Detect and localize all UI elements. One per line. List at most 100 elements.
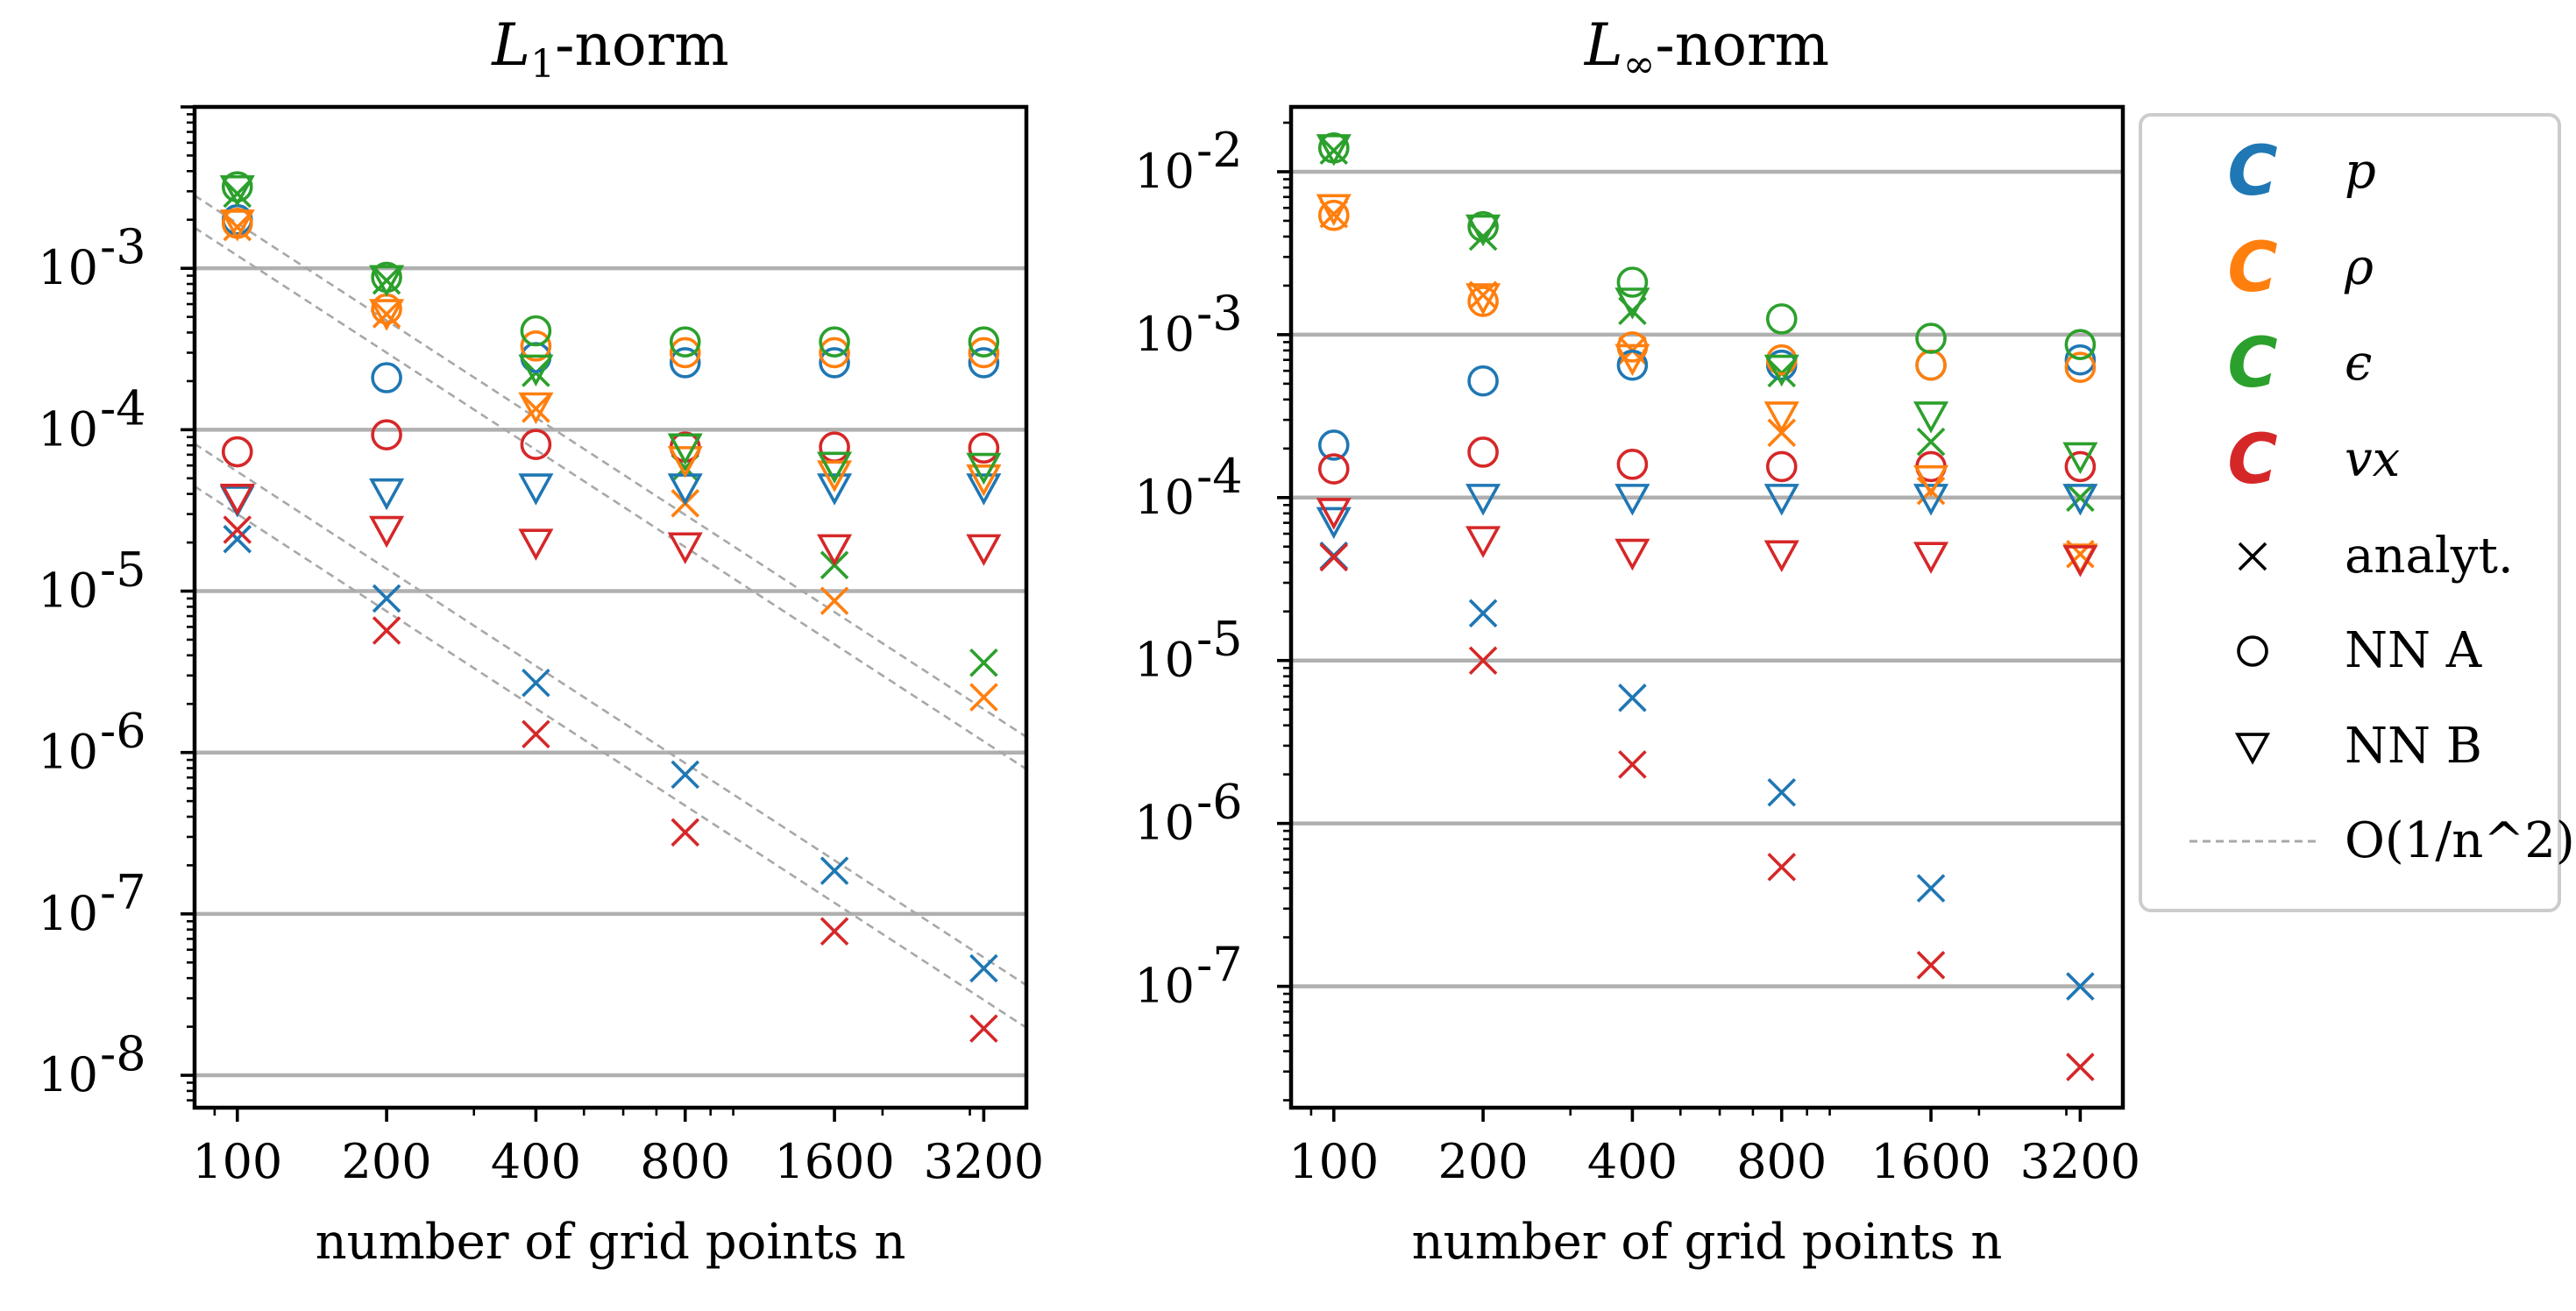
y-tick-exponent: -7 <box>100 865 146 920</box>
y-tick-exponent: -4 <box>100 380 146 436</box>
legend-entry: O(1/n^2) <box>2189 812 2575 869</box>
marker-p-nn-b <box>966 473 1002 506</box>
marker-v-x-nn-b <box>518 528 554 561</box>
marker-p-analyt- <box>522 668 550 698</box>
marker-epsilon-nn-b <box>369 265 405 297</box>
title-subscript: 1 <box>530 42 555 87</box>
legend-color-swatch-icon: C <box>2227 421 2277 500</box>
marker-p-nn-b <box>1763 484 1799 516</box>
title-subscript: ∞ <box>1623 42 1656 87</box>
marker-epsilon-nn-b <box>2062 442 2098 475</box>
y-tick-label: 10 <box>1134 470 1195 525</box>
legend-marker-icon <box>2238 542 2267 571</box>
marker-epsilon-nn-b <box>1316 134 1352 167</box>
marker-v-x-analyt- <box>969 1014 998 1043</box>
marker-v-x-nn-a <box>2064 450 2097 483</box>
marker-v-x-analyt- <box>2066 1052 2095 1081</box>
marker-rho-nn-b <box>518 392 554 425</box>
y-tick-label: 10 <box>38 401 98 457</box>
legend-frame <box>2139 113 2561 912</box>
marker-epsilon-nn-b <box>1763 354 1799 387</box>
marker-v-x-nn-b <box>667 532 703 564</box>
marker-v-x-analyt- <box>1767 853 1797 882</box>
y-tick-exponent: -3 <box>100 219 146 274</box>
legend-color-swatch-icon: C <box>2227 229 2277 308</box>
marker-rho-nn-b <box>1913 464 1949 498</box>
marker-epsilon-nn-a <box>1616 266 1649 298</box>
chart-title: L∞-norm <box>1584 11 1829 87</box>
marker-v-x-nn-b <box>1763 540 1799 573</box>
marker-p-analyt- <box>820 856 849 885</box>
x-tick-label: 100 <box>192 1134 282 1189</box>
legend-entry: NN B <box>2234 718 2482 775</box>
x-tick-label: 1600 <box>1870 1134 1991 1189</box>
marker-p-nn-a <box>1616 349 1649 381</box>
legend-entry: analyt. <box>2238 528 2514 585</box>
y-tick-exponent: -2 <box>1196 123 1243 178</box>
grid <box>195 266 1026 1078</box>
marker-epsilon-nn-b <box>1614 287 1650 320</box>
marker-v-x-nn-a <box>1765 450 1798 483</box>
marker-p-nn-b <box>817 473 853 506</box>
marker-epsilon-nn-a <box>1915 322 1947 354</box>
marker-v-x-analyt- <box>820 917 849 946</box>
y-tick-exponent: -5 <box>100 542 146 598</box>
marker-p-analyt- <box>1767 777 1797 807</box>
marker-v-x-analyt- <box>1916 951 1946 980</box>
x-tick-label: 800 <box>1736 1134 1827 1189</box>
y-tick-exponent: -8 <box>100 1026 146 1081</box>
marker-epsilon-nn-a <box>819 326 850 358</box>
marker-p-nn-a <box>1317 429 1350 461</box>
marker-p-nn-a <box>1467 365 1499 397</box>
marker-v-x-nn-a <box>968 432 1000 464</box>
x-tick-label: 3200 <box>924 1134 1044 1189</box>
y-tick-exponent: -6 <box>1196 775 1243 830</box>
legend-entry: NN A <box>2237 622 2482 679</box>
x-tick-label: 200 <box>342 1134 432 1189</box>
marker-p-analyt- <box>2066 972 2095 1001</box>
marker-rho-nn-a <box>819 337 850 369</box>
marker-p-analyt- <box>969 953 998 983</box>
marker-p-nn-a <box>968 347 1000 379</box>
y-tick-exponent: -6 <box>100 704 146 759</box>
y-axis: 10-810-710-610-510-410-3 <box>38 105 195 1102</box>
marker-rho-nn-a <box>669 337 701 369</box>
marker-v-x-analyt- <box>1319 542 1349 572</box>
marker-v-x-analyt- <box>671 818 700 847</box>
data-markers <box>1316 132 2098 1081</box>
marker-rho-nn-b <box>369 299 405 331</box>
marker-rho-nn-a <box>1467 286 1499 317</box>
reference-line <box>195 226 1026 770</box>
marker-epsilon-nn-b <box>817 451 853 484</box>
marker-epsilon-nn-b <box>1465 214 1501 247</box>
marker-p-analyt- <box>1468 599 1498 628</box>
marker-v-x-nn-a <box>1616 449 1649 480</box>
marker-epsilon-nn-a <box>968 326 1000 358</box>
marker-epsilon-nn-b <box>219 174 255 208</box>
marker-p-analyt- <box>372 584 401 613</box>
reference-line <box>195 194 1026 738</box>
x-axis-label: number of grid points n <box>316 1214 906 1271</box>
marker-v-x-analyt- <box>1618 750 1647 779</box>
marker-v-x-nn-b <box>1465 526 1501 558</box>
marker-rho-nn-b <box>219 209 255 242</box>
legend-marker-icon <box>2234 733 2271 765</box>
marker-p-nn-a <box>2064 344 2097 376</box>
marker-v-x-analyt- <box>522 719 550 748</box>
x-tick-label: 200 <box>1438 1134 1529 1189</box>
marker-v-x-analyt- <box>1468 646 1498 675</box>
y-tick-label: 10 <box>38 886 98 941</box>
legend-label: NN B <box>2345 718 2482 775</box>
marker-p-nn-a <box>819 347 850 379</box>
marker-rho-nn-a <box>968 337 1000 369</box>
marker-p-nn-b <box>1913 484 1949 516</box>
marker-rho-nn-b <box>1614 344 1650 377</box>
legend-color-swatch-icon: C <box>2227 132 2277 211</box>
marker-p-nn-b <box>518 473 554 506</box>
title-main: L <box>491 11 530 79</box>
marker-v-x-nn-a <box>1317 453 1350 485</box>
